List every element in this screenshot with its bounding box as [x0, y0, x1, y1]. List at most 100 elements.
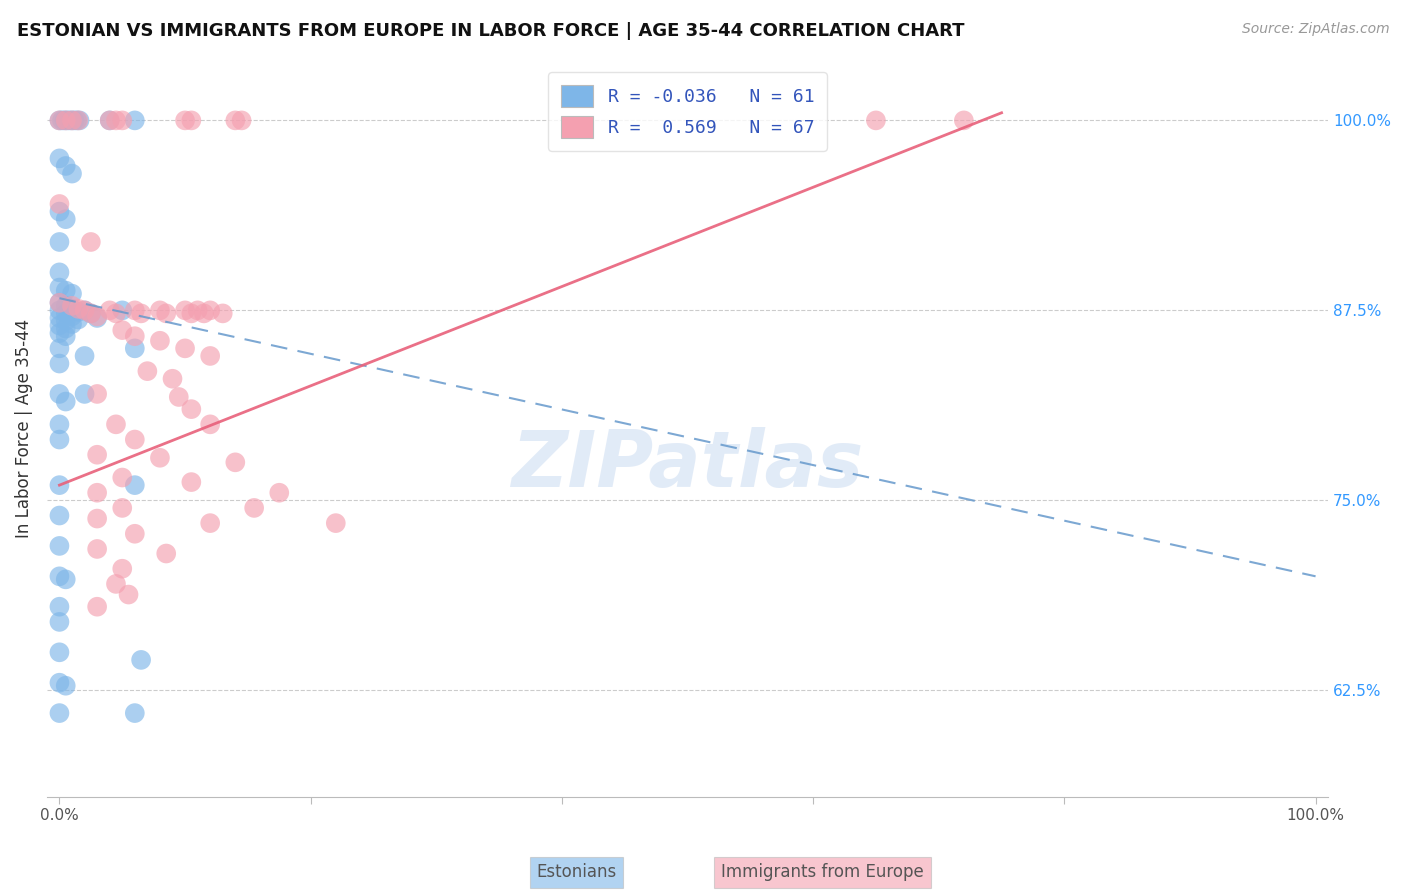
Point: [124, 113, 146, 128]
Point: [55, 394, 77, 409]
Point: [865, 113, 887, 128]
Point: [67, 305, 90, 319]
Point: [73, 303, 96, 318]
Point: [48, 569, 70, 583]
Point: [124, 478, 146, 492]
Point: [104, 577, 127, 591]
Point: [48, 265, 70, 279]
Point: [60, 113, 83, 128]
Point: [124, 433, 146, 447]
Point: [48, 417, 70, 432]
Point: [149, 450, 172, 465]
Point: [174, 303, 197, 318]
Point: [167, 390, 190, 404]
Point: [86, 310, 108, 325]
Point: [48, 113, 70, 128]
Y-axis label: In Labor Force | Age 35-44: In Labor Force | Age 35-44: [15, 318, 32, 538]
Point: [180, 402, 202, 417]
Point: [162, 372, 184, 386]
Point: [48, 295, 70, 310]
Point: [86, 485, 108, 500]
Point: [73, 349, 96, 363]
Point: [48, 326, 70, 340]
Point: [224, 113, 246, 128]
Point: [180, 113, 202, 128]
Point: [48, 204, 70, 219]
Text: ZIPatlas: ZIPatlas: [512, 427, 863, 503]
Legend: R = -0.036   N = 61, R =  0.569   N = 67: R = -0.036 N = 61, R = 0.569 N = 67: [548, 72, 827, 151]
Point: [48, 152, 70, 166]
Point: [155, 306, 177, 320]
Point: [69, 113, 91, 128]
Point: [224, 455, 246, 469]
Point: [67, 301, 90, 316]
Point: [60, 299, 83, 313]
Point: [60, 286, 83, 301]
Point: [48, 539, 70, 553]
Point: [180, 306, 202, 320]
Point: [104, 306, 127, 320]
Point: [67, 113, 90, 128]
Point: [55, 572, 77, 586]
Point: [149, 303, 172, 318]
Point: [58, 113, 80, 128]
Point: [48, 318, 70, 333]
Text: Estonians: Estonians: [536, 863, 617, 881]
Point: [111, 303, 134, 318]
Point: [60, 167, 83, 181]
Text: Immigrants from Europe: Immigrants from Europe: [721, 863, 924, 881]
Point: [48, 197, 70, 211]
Point: [48, 508, 70, 523]
Point: [48, 706, 70, 720]
Point: [48, 113, 70, 128]
Point: [211, 306, 233, 320]
Point: [55, 212, 77, 227]
Point: [174, 342, 197, 356]
Point: [198, 516, 221, 530]
Point: [86, 541, 108, 556]
Point: [86, 310, 108, 324]
Point: [111, 113, 134, 128]
Point: [111, 562, 134, 576]
Point: [48, 280, 70, 294]
Point: [48, 387, 70, 401]
Point: [155, 547, 177, 561]
Point: [48, 615, 70, 629]
Point: [104, 417, 127, 432]
Point: [48, 478, 70, 492]
Point: [111, 323, 134, 337]
Point: [129, 653, 152, 667]
Point: [73, 387, 96, 401]
Point: [48, 675, 70, 690]
Point: [56, 113, 79, 128]
Point: [86, 387, 108, 401]
Point: [243, 500, 266, 515]
Point: [124, 342, 146, 356]
Point: [86, 448, 108, 462]
Point: [325, 516, 347, 530]
Point: [124, 329, 146, 343]
Point: [63, 113, 86, 128]
Point: [55, 679, 77, 693]
Point: [48, 303, 70, 318]
Point: [55, 321, 77, 335]
Point: [55, 314, 77, 328]
Point: [124, 706, 146, 720]
Point: [60, 317, 83, 331]
Point: [55, 306, 77, 320]
Point: [55, 159, 77, 173]
Point: [51, 113, 73, 128]
Point: [48, 599, 70, 614]
Point: [124, 526, 146, 541]
Point: [86, 599, 108, 614]
Point: [198, 303, 221, 318]
Point: [98, 113, 121, 128]
Point: [73, 303, 96, 318]
Point: [80, 235, 103, 249]
Point: [48, 235, 70, 249]
Point: [55, 284, 77, 298]
Point: [98, 113, 121, 128]
Point: [117, 588, 139, 602]
Point: [953, 113, 976, 128]
Point: [80, 306, 103, 320]
